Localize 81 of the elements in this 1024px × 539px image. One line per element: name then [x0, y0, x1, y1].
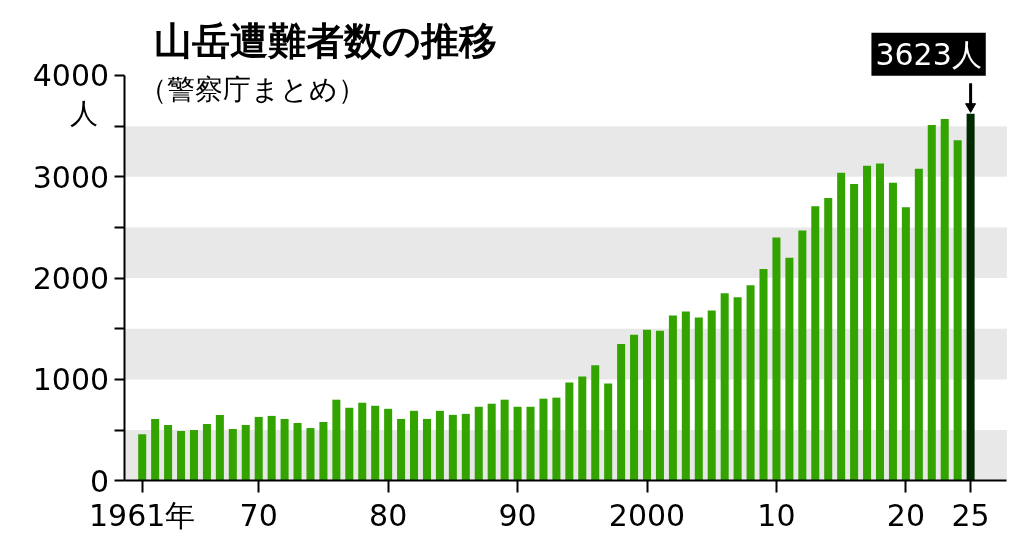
bar [940, 119, 949, 481]
bar [189, 430, 198, 481]
bar [630, 334, 639, 481]
bar [863, 165, 872, 481]
bar [733, 297, 742, 481]
bar [280, 418, 289, 481]
bar [500, 399, 509, 481]
bar [267, 415, 276, 481]
bar [772, 237, 781, 481]
bar [681, 311, 690, 481]
bar [319, 421, 328, 481]
bar [384, 408, 393, 481]
bar [746, 285, 755, 481]
bar [371, 405, 380, 481]
bar [526, 406, 535, 481]
y-tick-label: 1000 [32, 362, 110, 398]
bar [901, 207, 910, 481]
y-tick-label: 4000 [32, 58, 110, 94]
bar [487, 403, 496, 481]
bar [358, 402, 367, 481]
bar [604, 383, 613, 481]
bar [720, 293, 729, 481]
bar [215, 414, 224, 481]
bar [306, 428, 315, 481]
bar [293, 422, 302, 481]
bar [448, 414, 457, 481]
bar [241, 425, 250, 481]
bar [914, 168, 923, 481]
bar [397, 418, 406, 481]
bar [578, 376, 587, 481]
bar [513, 406, 522, 481]
bar [410, 410, 419, 481]
bar [228, 429, 237, 481]
bar [953, 140, 962, 481]
x-tick-label: 1961年 [89, 497, 196, 533]
bar [811, 206, 820, 481]
bar [474, 406, 483, 481]
y-tick-label: 3000 [32, 159, 110, 195]
bar [565, 382, 574, 481]
bar [138, 434, 147, 481]
bar [552, 397, 561, 481]
bar [759, 268, 768, 481]
bar [422, 418, 431, 481]
x-tick-label: 70 [239, 497, 278, 533]
bar [345, 407, 354, 481]
x-tick-label: 25 [951, 497, 990, 533]
bar [539, 398, 548, 481]
bar [164, 425, 173, 481]
chart-title: 山岳遭難者数の推移 [154, 19, 498, 64]
bar [655, 330, 664, 481]
bar [888, 182, 897, 481]
bar [707, 310, 716, 481]
bar [435, 410, 444, 481]
bar [875, 163, 885, 481]
y-axis-title: 人 [70, 97, 99, 131]
bar [643, 329, 652, 481]
bar [850, 183, 859, 481]
x-tick-label: 80 [369, 497, 408, 533]
bar [798, 230, 807, 481]
bar [927, 125, 936, 481]
bar [202, 424, 211, 481]
bar [151, 418, 160, 481]
x-tick-label: 10 [757, 497, 796, 533]
bar [785, 257, 794, 481]
bar [332, 399, 341, 481]
bar [694, 317, 703, 481]
x-tick-label: 90 [498, 497, 537, 533]
bar [837, 172, 846, 481]
data-label: 3623人 [875, 36, 982, 72]
bar [617, 343, 626, 481]
bar [824, 198, 833, 481]
bar [177, 431, 186, 481]
bar [668, 315, 677, 481]
bar [461, 413, 470, 481]
y-tick-label: 2000 [32, 261, 110, 297]
y-tick-label: 0 [90, 463, 110, 499]
x-tick-label: 2000 [608, 497, 686, 533]
bar [254, 416, 263, 481]
chart-subtitle: （警察庁まとめ） [139, 73, 367, 107]
bar [591, 365, 600, 481]
x-tick-label: 20 [886, 497, 925, 533]
